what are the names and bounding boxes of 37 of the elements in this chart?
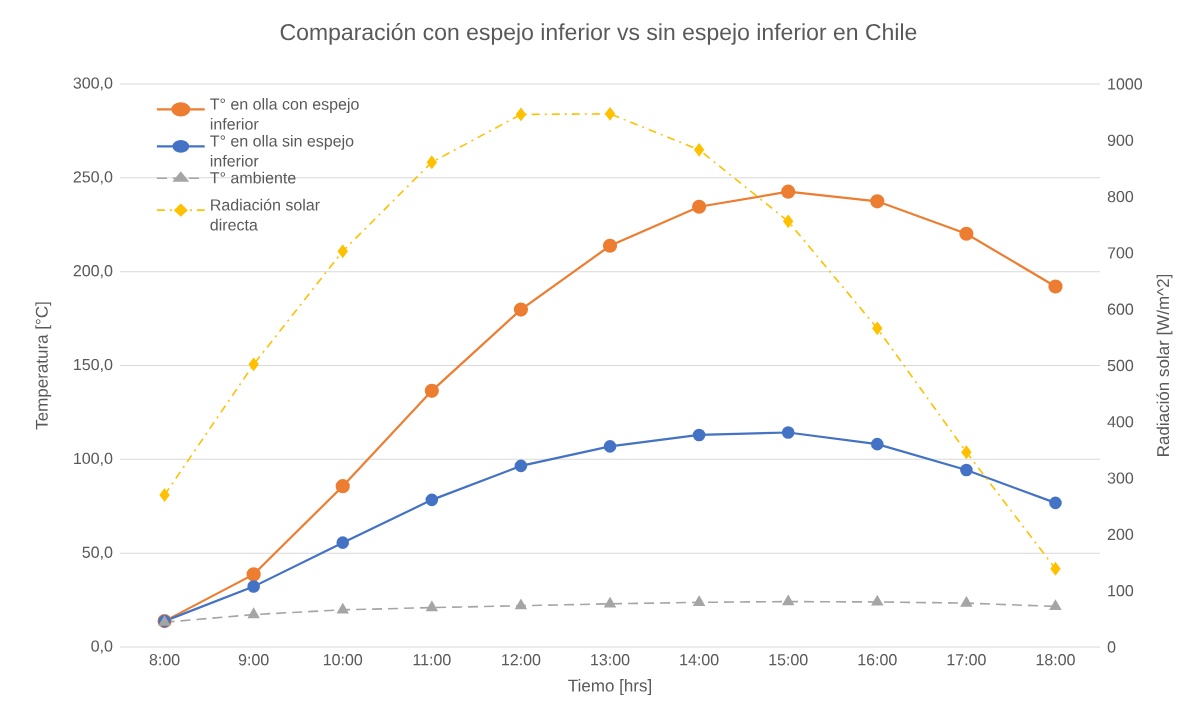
y2-tick-label: 400 <box>1107 416 1134 428</box>
y2-tick-label: 100 <box>1108 585 1134 597</box>
y2-tick-label: 0 <box>1107 641 1116 653</box>
x-tick-label: 18:00 <box>1036 654 1075 666</box>
chart-title: Comparación con espejo inferior vs sin espejo inferior en Chile <box>280 23 917 45</box>
x-tick-label: 12:00 <box>502 654 541 666</box>
legend-label: T° en olla sin espejo inferior <box>210 134 354 167</box>
y2-tick-label: 500 <box>1107 359 1134 372</box>
x-tick-label: 8:00 <box>149 654 180 666</box>
y-axis-title: Temperatura [°C] <box>35 302 52 430</box>
legend-label: T° ambiente <box>210 171 296 184</box>
x-tick-label: 14:00 <box>680 654 719 666</box>
y2-tick-label: 1000 <box>1108 78 1143 90</box>
x-tick-label: 11:00 <box>413 654 451 666</box>
y-tick-label: 150,0 <box>74 358 113 373</box>
x-tick-label: 17:00 <box>947 654 986 666</box>
y-tick-label: 100,0 <box>74 452 113 466</box>
legend-label: Radiación solar directa <box>210 198 320 231</box>
legend-label: T° en olla con espejo inferior <box>210 98 359 130</box>
y-tick-label: 250,0 <box>73 171 113 185</box>
y2-tick-label: 600 <box>1107 303 1134 315</box>
x-axis-title: Tiemo [hrs] <box>568 679 651 695</box>
x-tick-label: 13:00 <box>591 654 630 666</box>
y-tick-label: 300,0 <box>73 77 113 91</box>
y-tick-label: 200,0 <box>73 265 113 279</box>
y-tick-label: 50,0 <box>82 546 113 560</box>
x-tick-label: 15:00 <box>769 654 808 666</box>
x-tick-label: 10:00 <box>323 654 363 666</box>
y2-tick-label: 900 <box>1107 134 1134 146</box>
x-tick-label: 16:00 <box>858 654 897 666</box>
y2-tick-label: 300 <box>1107 472 1134 484</box>
y2-tick-label: 700 <box>1107 247 1134 259</box>
y2-tick-label: 200 <box>1107 528 1134 541</box>
y2-axis-title: Radiación solar [W/m^2] <box>1156 274 1173 456</box>
y-tick-label: 0,0 <box>91 640 113 654</box>
y2-tick-label: 800 <box>1107 190 1134 203</box>
x-tick-label: 9:00 <box>238 654 269 666</box>
